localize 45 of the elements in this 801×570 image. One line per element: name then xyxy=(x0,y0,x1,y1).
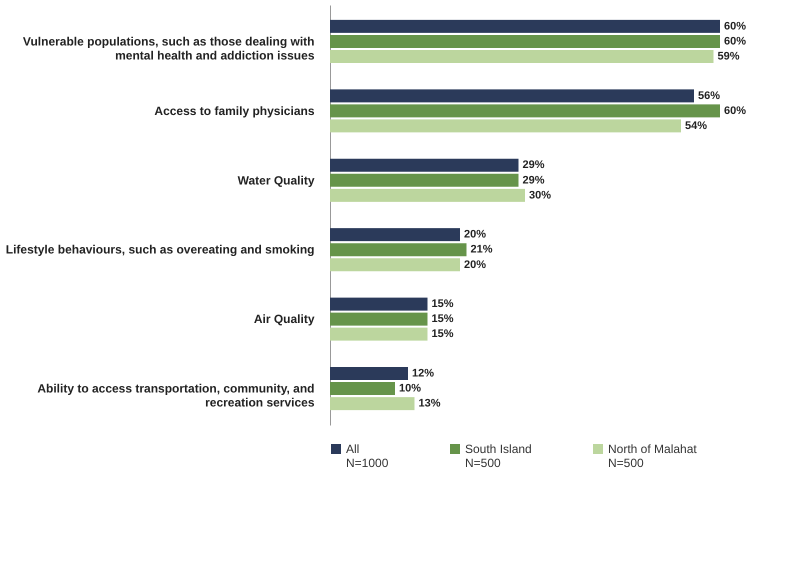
bar xyxy=(330,104,720,118)
bar xyxy=(330,228,460,242)
bar xyxy=(330,382,395,396)
data-label: 12% xyxy=(412,368,434,380)
legend-label: South Island N=500 xyxy=(465,442,532,470)
bar xyxy=(330,312,428,326)
bar xyxy=(330,158,518,172)
bar xyxy=(330,119,681,132)
data-label: 15% xyxy=(432,328,454,340)
legend-label: North of Malahat N=500 xyxy=(608,442,698,470)
data-label: 10% xyxy=(399,382,422,395)
bar xyxy=(330,34,720,48)
data-label: 54% xyxy=(685,120,708,132)
data-label: 60% xyxy=(724,20,746,32)
bar xyxy=(330,298,428,311)
y-tick-label: Water Quality xyxy=(238,173,315,188)
data-label: 59% xyxy=(718,50,740,62)
bar xyxy=(330,89,694,102)
data-label: 60% xyxy=(724,35,746,48)
bar xyxy=(330,20,720,33)
y-tick-label: Vulnerable populations, such as those dealing with mental health and addiction issues xyxy=(22,34,315,62)
data-label: 15% xyxy=(432,313,454,326)
bar xyxy=(330,258,460,272)
data-label: 13% xyxy=(418,398,441,410)
data-label: 30% xyxy=(529,189,552,202)
legend-label: All N=1000 xyxy=(346,442,389,470)
y-tick-label: Lifestyle behaviours, such as overeating and smoking xyxy=(6,242,314,257)
y-tick-label: Air Quality xyxy=(254,312,315,326)
data-label: 60% xyxy=(724,104,746,117)
bar xyxy=(330,328,428,341)
bar xyxy=(330,397,414,410)
bar xyxy=(330,367,408,380)
bar xyxy=(330,243,466,256)
data-label: 56% xyxy=(698,90,720,102)
bar xyxy=(330,174,518,187)
data-label: 20% xyxy=(464,258,486,271)
data-label: 15% xyxy=(432,298,454,310)
data-label: 21% xyxy=(470,244,493,256)
y-tick-label: Access to family physicians xyxy=(154,104,315,118)
bar xyxy=(330,188,525,202)
data-label: 20% xyxy=(464,228,486,241)
data-label: 29% xyxy=(522,159,545,172)
y-tick-label: Ability to access transportation, community, and recreation services xyxy=(37,382,315,410)
bar xyxy=(330,50,714,63)
data-label: 29% xyxy=(522,174,545,186)
